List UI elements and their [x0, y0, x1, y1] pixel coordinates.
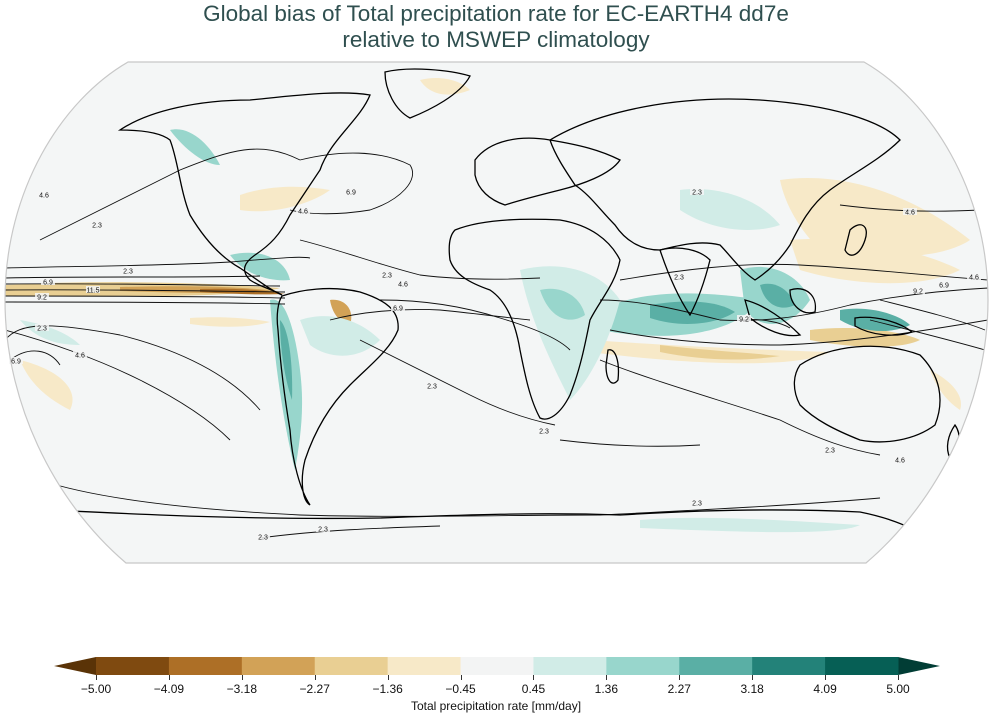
colorbar-segment: [679, 657, 753, 675]
colorbar-segment: [533, 657, 607, 675]
colorbar-tick-mark: [241, 675, 243, 680]
contour-label: 2.3: [37, 326, 47, 333]
contour-label: 4.6: [75, 353, 85, 360]
colorbar-tick-mark: [679, 675, 681, 680]
coast-japan: [844, 224, 867, 256]
coast-asia: [549, 98, 901, 281]
colorbar-tick-mark: [752, 675, 754, 680]
coast-madagascar: [605, 349, 620, 384]
contour-label: 6.9: [939, 283, 949, 290]
colorbar-segment: [241, 657, 316, 675]
colorbar-tick-mark: [460, 675, 462, 680]
contour-label: 6.9: [393, 306, 403, 313]
contour-label: 6.9: [43, 280, 53, 287]
colorbar-tick-label: 3.18: [740, 682, 764, 696]
contour-label: 4.6: [39, 193, 49, 200]
contour-label: 4.6: [298, 209, 308, 216]
colorbar-tick-label: 2.27: [667, 682, 691, 696]
coast-borneo: [789, 288, 817, 314]
map-title-line-1: Global bias of Total precipitation rate …: [203, 1, 789, 26]
colorbar-tick-label: −2.27: [299, 682, 330, 696]
map-title-line-2: relative to MSWEP climatology: [342, 27, 650, 52]
contour-label: 4.6: [895, 458, 905, 465]
bias-field: [5, 78, 970, 533]
contour-label: 2.3: [382, 273, 392, 280]
coast-south-america: [276, 287, 399, 506]
colorbar-segment: [168, 657, 243, 675]
contour-label: 2.3: [692, 190, 702, 197]
colorbar-tick-label: 5.00: [886, 682, 910, 696]
colorbar-segment: [314, 657, 389, 675]
coast-north-america: [117, 92, 371, 296]
globe-outline: [4, 61, 989, 564]
colorbar-tick-mark: [168, 675, 170, 680]
colorbar-tick-label: −1.36: [372, 682, 403, 696]
colorbar-tick-label: −0.45: [445, 682, 476, 696]
colorbar-extend-min: [54, 657, 96, 675]
contour-label: 2.3: [674, 275, 684, 282]
coast-africa: [448, 218, 621, 420]
colorbar-label: Total precipitation rate [mm/day]: [410, 699, 582, 713]
colorbar-segment: [387, 657, 462, 675]
coast-europe: [474, 137, 621, 206]
colorbar-segment: [460, 657, 534, 675]
coast-greenland: [384, 68, 471, 119]
colorbar-tick-mark: [898, 675, 899, 680]
colorbar-tick-mark: [825, 675, 827, 680]
contour-label: 9.2: [37, 295, 47, 302]
contour-label: 9.2: [913, 289, 923, 296]
contour-label: 11.5: [86, 288, 99, 295]
contour-label: 4.6: [398, 282, 408, 289]
contour-label: 9.2: [739, 317, 749, 324]
contour-label: 6.9: [11, 359, 21, 366]
contour-label: 4.6: [969, 275, 979, 282]
contour-label: 2.3: [92, 223, 102, 230]
colorbar-tick-label: 4.09: [813, 682, 837, 696]
contour-label: 2.3: [123, 269, 133, 276]
contour-label: 4.6: [905, 210, 915, 217]
coast-india: [659, 247, 711, 317]
colorbar-segment: [606, 657, 680, 675]
colorbar-tick-label: 1.36: [594, 682, 619, 696]
colorbar-tick-label: −5.00: [80, 682, 112, 696]
colorbar-segment: [96, 657, 170, 675]
globe-background: [5, 62, 988, 563]
contour-label: 6.9: [346, 190, 356, 197]
coast-antarctica: [49, 509, 941, 563]
colorbar-extend-max: [898, 657, 940, 675]
contour-label: 2.3: [539, 429, 549, 436]
coastlines: [49, 68, 960, 563]
coast-indonesia: [744, 299, 802, 337]
world-map: 2.3 6.9 11.5 9.2 2.3 4.6 6.9 4.6 2.3 2.3 4.6 6.9 6.9…: [4, 61, 989, 564]
colorbar-segment: [752, 657, 826, 675]
contour-label: 2.3: [692, 501, 702, 508]
contour-label: 2.3: [258, 535, 268, 542]
colorbar-tick-label: −3.18: [226, 682, 257, 696]
colorbar-tick-label: 0.45: [521, 682, 546, 696]
contour-labels: 2.3 6.9 11.5 9.2 2.3 4.6 6.9 4.6 2.3 2.3 4.6 6.9 6.9…: [9, 188, 981, 542]
colorbar-tick-mark: [606, 675, 608, 680]
colorbar-tick-mark: [96, 675, 97, 680]
colorbar-tick-mark: [387, 675, 389, 680]
colorbar-segment: [825, 657, 899, 675]
contour-label: 2.3: [427, 384, 437, 391]
colorbar: [54, 657, 940, 675]
coast-australia: [793, 345, 941, 443]
colorbar-tick-mark: [533, 675, 535, 680]
colorbar-tick-mark: [314, 675, 316, 680]
contour-label: 2.3: [825, 448, 835, 455]
coast-new-guinea: [854, 316, 914, 336]
colorbar-tick-label: −4.09: [153, 682, 185, 696]
contour-label: 2.3: [318, 527, 328, 534]
